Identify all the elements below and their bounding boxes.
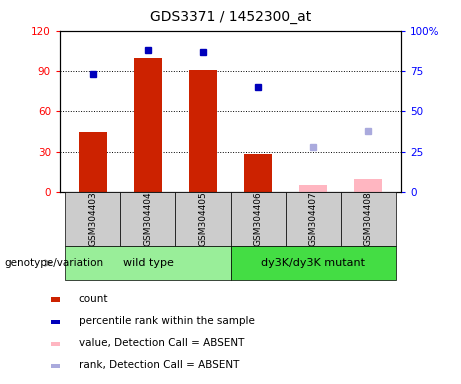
Bar bbox=[341, 192, 396, 246]
Text: GDS3371 / 1452300_at: GDS3371 / 1452300_at bbox=[150, 10, 311, 24]
Bar bbox=[355, 179, 382, 192]
Bar bbox=[51, 298, 60, 302]
Text: wild type: wild type bbox=[123, 258, 173, 268]
Text: GSM304407: GSM304407 bbox=[308, 192, 318, 246]
Bar bbox=[244, 154, 272, 192]
Bar bbox=[51, 364, 60, 368]
Bar bbox=[65, 192, 120, 246]
Bar bbox=[230, 192, 285, 246]
Bar bbox=[79, 131, 106, 192]
Bar bbox=[51, 319, 60, 324]
Bar bbox=[299, 185, 327, 192]
Text: rank, Detection Call = ABSENT: rank, Detection Call = ABSENT bbox=[79, 360, 239, 370]
Text: GSM304408: GSM304408 bbox=[364, 192, 372, 246]
Text: GSM304406: GSM304406 bbox=[254, 192, 262, 246]
Text: dy3K/dy3K mutant: dy3K/dy3K mutant bbox=[261, 258, 365, 268]
Bar bbox=[51, 342, 60, 346]
Text: genotype/variation: genotype/variation bbox=[5, 258, 104, 268]
Bar bbox=[176, 192, 230, 246]
Bar bbox=[189, 70, 217, 192]
Text: GSM304405: GSM304405 bbox=[199, 192, 207, 246]
Bar bbox=[120, 192, 176, 246]
Text: GSM304404: GSM304404 bbox=[143, 192, 153, 246]
Text: percentile rank within the sample: percentile rank within the sample bbox=[79, 316, 254, 326]
Bar bbox=[230, 246, 396, 280]
Bar bbox=[134, 58, 162, 192]
Text: count: count bbox=[79, 294, 108, 304]
Bar bbox=[285, 192, 341, 246]
Text: value, Detection Call = ABSENT: value, Detection Call = ABSENT bbox=[79, 338, 244, 348]
Text: GSM304403: GSM304403 bbox=[89, 192, 97, 246]
Bar bbox=[65, 246, 230, 280]
